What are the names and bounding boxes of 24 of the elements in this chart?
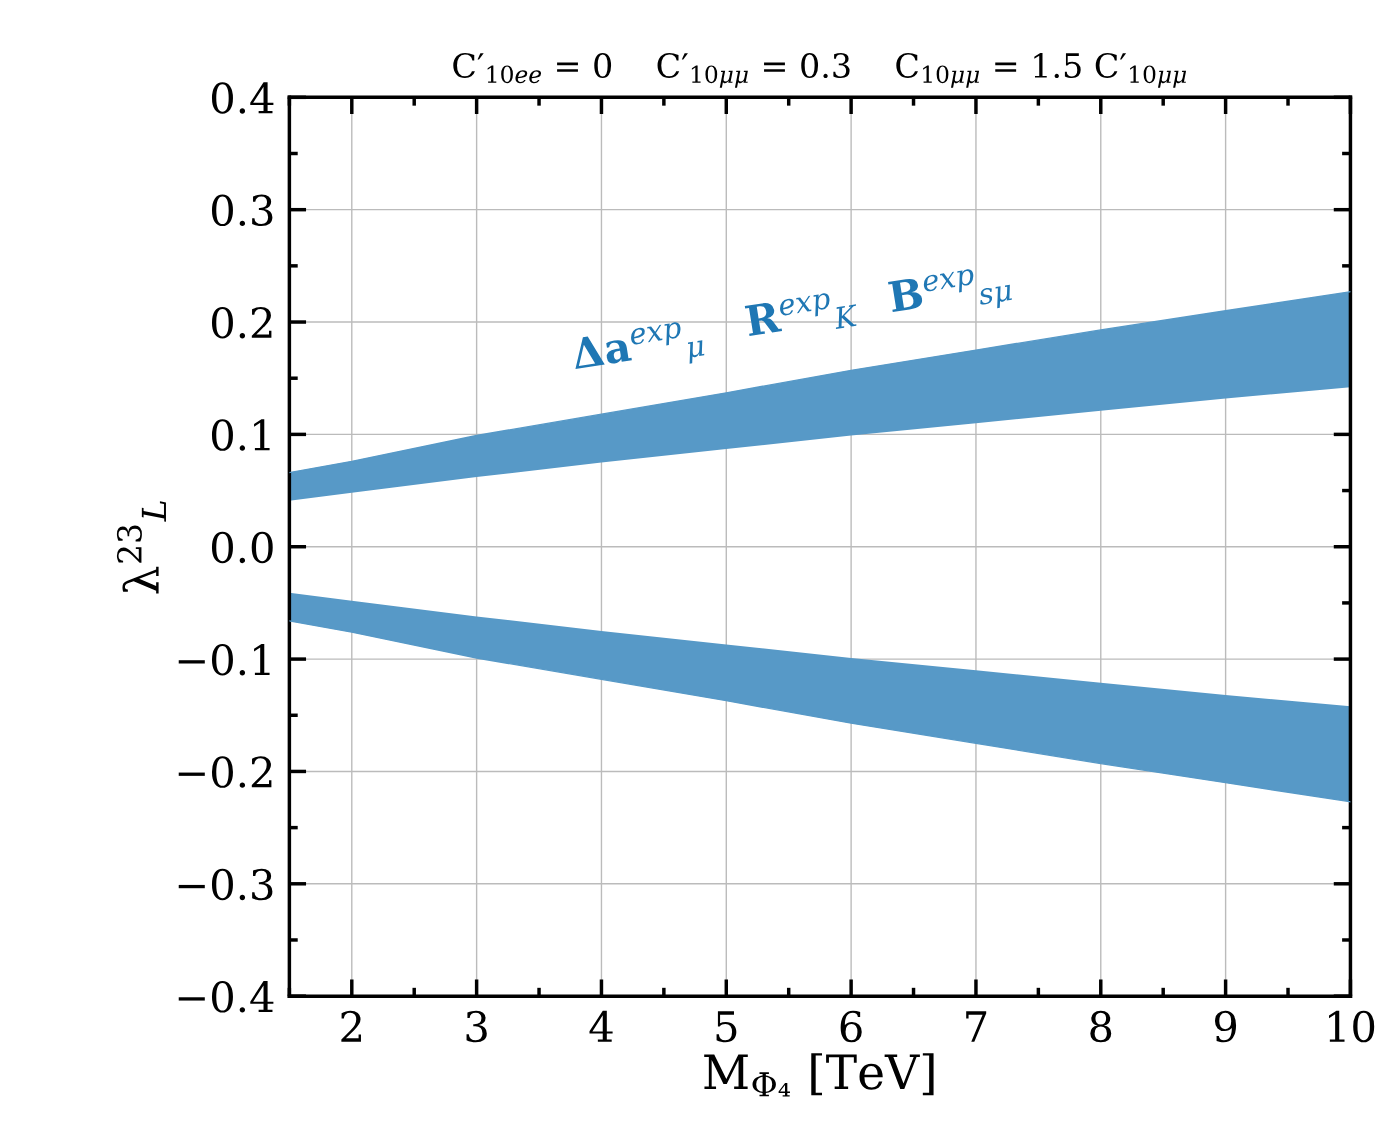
- x-tick-label: 4: [589, 1010, 613, 1042]
- annotation: Δa$^{exp}$$_{μ}$: [570, 318, 706, 382]
- x-tick-label: 5: [716, 1011, 737, 1043]
- y-tick-label: 0.1: [211, 419, 270, 451]
- y-tick-label: 0.4: [211, 82, 274, 114]
- y-tick-label: −0.1: [178, 644, 270, 676]
- y-tick-label: 0.2: [211, 306, 272, 339]
- x-tick-label: 7: [966, 1011, 987, 1042]
- x-tick-label: 2: [341, 1010, 361, 1042]
- x-tick-label: 10: [1329, 1010, 1375, 1043]
- annotation: B$^{exp}$$_{sμ}$: [887, 263, 1014, 325]
- x-axis-title: M$_{Φ₄}$ [TeV]: [704, 1053, 934, 1097]
- y-tick-label: −0.3: [178, 868, 273, 901]
- chart-title: C′$_{10ee}$ = 0 C′$_{10μμ}$ = 0.3 C$_{10μμ}$ = 1.5 C′$_{10μμ}$: [453, 52, 1187, 88]
- x-tick-label: 3: [466, 1010, 487, 1043]
- x-tick-label: 6: [840, 1010, 862, 1043]
- y-tick-label: −0.4: [178, 981, 274, 1013]
- y-axis-title: λ$^{23}$$_{L}$: [116, 501, 166, 594]
- annotation: R$^{exp}$$_{K}$: [744, 288, 860, 343]
- y-tick-label: 0.3: [211, 194, 273, 227]
- y-tick-label: 0.0: [211, 531, 273, 564]
- x-tick-label: 8: [1090, 1010, 1112, 1043]
- y-tick-label: −0.2: [178, 756, 272, 788]
- x-tick-label: 9: [1214, 1010, 1237, 1043]
